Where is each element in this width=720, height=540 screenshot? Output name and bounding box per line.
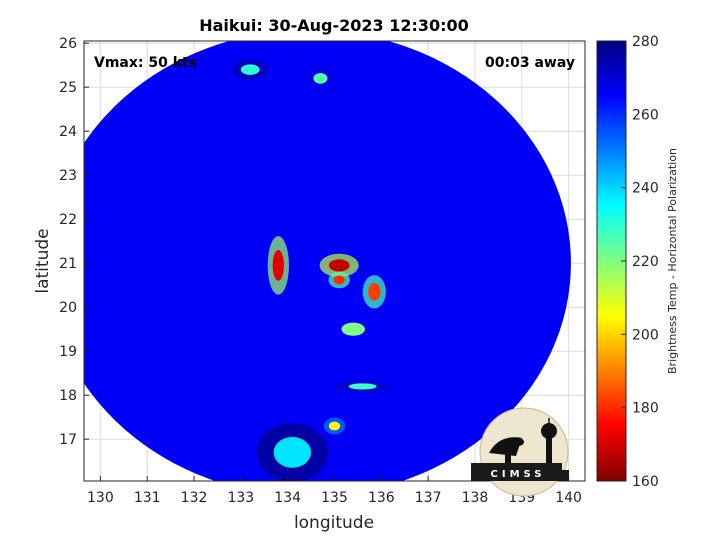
colorbar-ticks: 160 180 200 220 240 260 280 bbox=[621, 34, 659, 490]
y-tick-label: 17 bbox=[59, 432, 77, 448]
feature-core bbox=[348, 383, 377, 390]
cimss-logo: CIMSS bbox=[471, 407, 569, 497]
chart-title: Haikui: 30-Aug-2023 12:30:00 bbox=[199, 16, 469, 35]
feature-core bbox=[313, 73, 328, 84]
plot-area: 130 131 132 133 134 135 136 137 138 139 140 171819… bbox=[59, 36, 586, 506]
time-away-annotation: 00:03 away bbox=[485, 55, 575, 71]
feature-core bbox=[328, 421, 341, 431]
y-tick-label: 26 bbox=[59, 36, 77, 52]
y-tick-label: 18 bbox=[59, 388, 77, 404]
x-tick-label: 137 bbox=[415, 490, 442, 506]
feature-core bbox=[333, 275, 345, 285]
x-tick-label: 130 bbox=[87, 490, 114, 506]
y-tick-label: 21 bbox=[59, 256, 77, 272]
x-tick-label: 133 bbox=[227, 490, 254, 506]
y-tick-label: 23 bbox=[59, 168, 77, 184]
colorbar-tick-label: 240 bbox=[632, 181, 659, 197]
feature-core bbox=[273, 437, 312, 468]
logo-building bbox=[471, 463, 569, 481]
logo-dish-stand bbox=[505, 449, 511, 465]
feature-core bbox=[240, 64, 260, 75]
x-tick-label: 136 bbox=[368, 490, 395, 506]
y-axis-label: latitude bbox=[33, 228, 53, 293]
colorbar-tick-label: 180 bbox=[632, 401, 659, 417]
x-tick-label: 135 bbox=[321, 490, 348, 506]
y-tick-label: 25 bbox=[59, 80, 77, 96]
x-tick-label: 132 bbox=[181, 490, 208, 506]
feature-core bbox=[368, 283, 381, 301]
colorbar-tick-label: 160 bbox=[632, 474, 659, 490]
colorbar-tick-label: 220 bbox=[632, 254, 659, 270]
colorbar-tick-label: 200 bbox=[632, 327, 659, 343]
y-tick-label: 24 bbox=[59, 124, 77, 140]
x-tick-label: 134 bbox=[274, 490, 301, 506]
x-axis-ticks: 130 131 132 133 134 135 136 137 138 139 140 bbox=[87, 476, 582, 506]
colorbar-tick-label: 280 bbox=[632, 34, 659, 50]
colorbar: 160 180 200 220 240 260 280 Brightness Temp - … bbox=[596, 34, 679, 490]
y-tick-label: 20 bbox=[59, 300, 77, 316]
logo-dish-cap bbox=[512, 438, 524, 446]
feature-layer bbox=[232, 59, 390, 481]
x-tick-label: 131 bbox=[134, 490, 161, 506]
x-tick-label: 140 bbox=[555, 490, 582, 506]
logo-tower-leg bbox=[546, 437, 552, 463]
logo-tower-tank-icon bbox=[541, 423, 557, 439]
feature-core bbox=[328, 259, 350, 272]
y-axis-ticks: 17 18 19 20 21 22 23 24 25 26 bbox=[59, 36, 89, 448]
x-tick-label: 138 bbox=[462, 490, 489, 506]
x-axis-label: longitude bbox=[294, 513, 374, 533]
colorbar-tick-label: 260 bbox=[632, 107, 659, 123]
logo-text: CIMSS bbox=[491, 469, 546, 480]
y-tick-label: 22 bbox=[59, 212, 77, 228]
y-tick-label: 19 bbox=[59, 344, 77, 360]
vmax-annotation: Vmax: 50 kts bbox=[94, 55, 197, 71]
colorbar-label: Brightness Temp - Horizontal Polarizatio… bbox=[666, 148, 679, 374]
feature-core bbox=[272, 250, 284, 281]
feature-core bbox=[341, 322, 365, 336]
